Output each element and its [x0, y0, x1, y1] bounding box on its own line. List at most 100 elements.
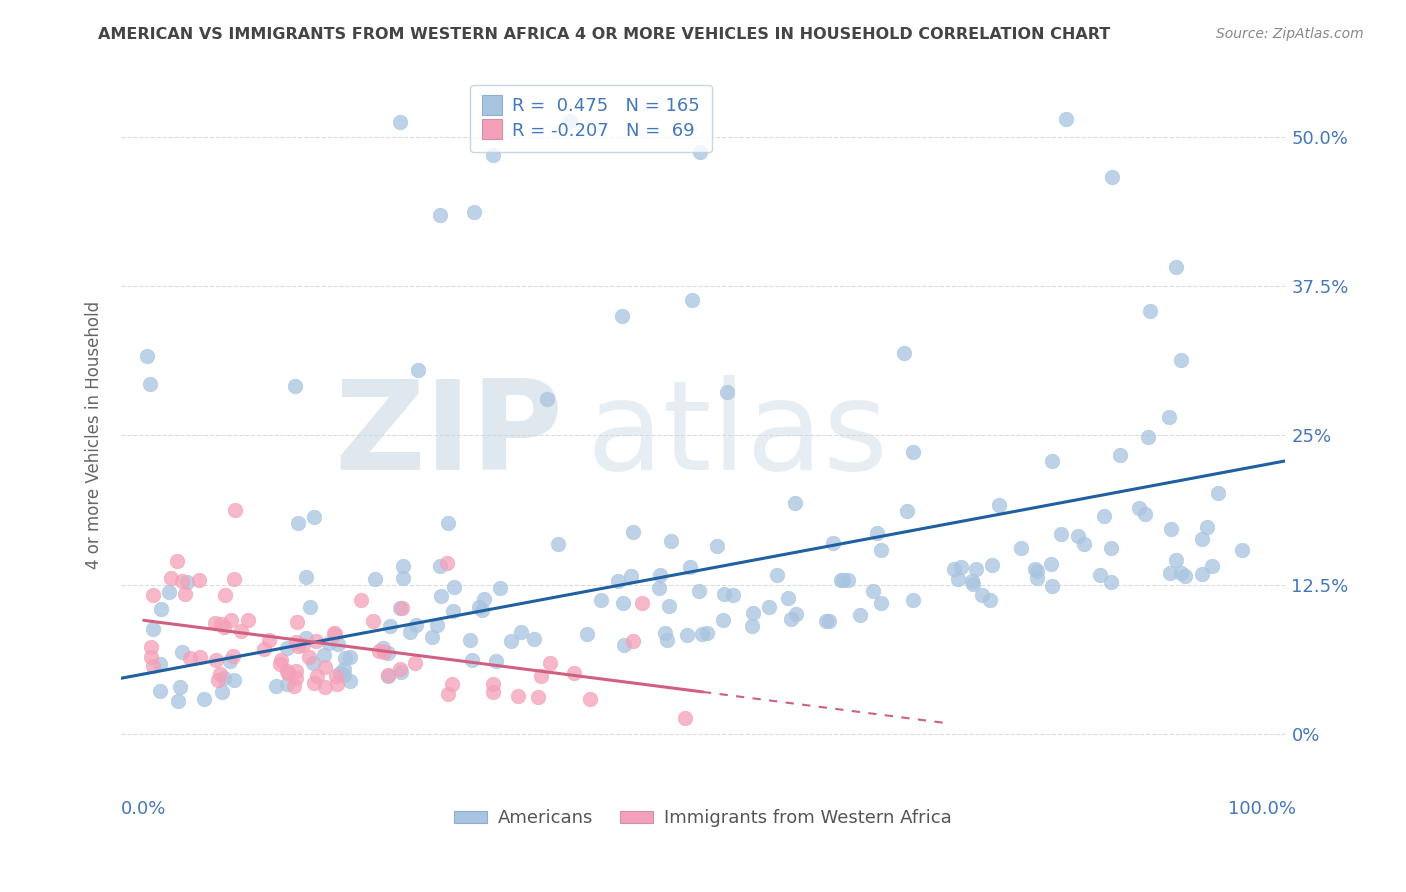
- Point: [903, 593, 925, 607]
- Point: [136, 350, 159, 364]
- Point: [287, 516, 309, 531]
- Point: [1039, 557, 1062, 571]
- Point: [482, 685, 505, 699]
- Point: [269, 657, 291, 671]
- Point: [325, 669, 347, 683]
- Point: [650, 567, 672, 582]
- Point: [654, 625, 676, 640]
- Point: [1054, 112, 1077, 126]
- Point: [284, 378, 307, 392]
- Point: [149, 602, 172, 616]
- Point: [312, 648, 335, 662]
- Point: [294, 570, 316, 584]
- Point: [870, 543, 893, 558]
- Point: [221, 613, 243, 627]
- Point: [536, 392, 558, 406]
- Point: [1170, 566, 1192, 581]
- Point: [270, 653, 292, 667]
- Point: [865, 526, 887, 541]
- Point: [285, 664, 308, 678]
- Point: [742, 606, 765, 620]
- Point: [214, 620, 236, 634]
- Point: [575, 627, 598, 641]
- Point: [1195, 520, 1218, 534]
- Point: [1099, 575, 1122, 590]
- Point: [149, 684, 172, 698]
- Point: [333, 668, 356, 682]
- Point: [377, 668, 399, 682]
- Point: [302, 509, 325, 524]
- Point: [166, 554, 188, 568]
- Point: [711, 613, 734, 627]
- Point: [837, 574, 859, 588]
- Point: [169, 680, 191, 694]
- Point: [392, 570, 415, 584]
- Point: [1040, 454, 1063, 468]
- Point: [1073, 537, 1095, 551]
- Point: [648, 582, 671, 596]
- Point: [141, 649, 163, 664]
- Point: [948, 572, 970, 586]
- Point: [659, 534, 682, 549]
- Text: AMERICAN VS IMMIGRANTS FROM WESTERN AFRICA 4 OR MORE VEHICLES IN HOUSEHOLD CORRE: AMERICAN VS IMMIGRANTS FROM WESTERN AFRI…: [98, 27, 1111, 42]
- Point: [1010, 541, 1032, 555]
- Point: [657, 633, 679, 648]
- Point: [314, 660, 336, 674]
- Point: [527, 690, 550, 705]
- Point: [287, 639, 309, 653]
- Point: [1067, 528, 1090, 542]
- Point: [785, 496, 807, 510]
- Point: [1201, 558, 1223, 573]
- Point: [436, 556, 458, 570]
- Point: [696, 626, 718, 640]
- Point: [741, 619, 763, 633]
- Point: [326, 676, 349, 690]
- Point: [776, 591, 799, 605]
- Point: [1026, 564, 1049, 578]
- Point: [621, 634, 644, 648]
- Point: [562, 666, 585, 681]
- Point: [862, 583, 884, 598]
- Point: [962, 577, 984, 591]
- Point: [219, 654, 242, 668]
- Point: [425, 618, 447, 632]
- Point: [157, 584, 180, 599]
- Point: [896, 504, 918, 518]
- Point: [631, 596, 654, 610]
- Point: [467, 600, 489, 615]
- Text: atlas: atlas: [586, 375, 889, 496]
- Y-axis label: 4 or more Vehicles in Household: 4 or more Vehicles in Household: [86, 301, 103, 569]
- Point: [1088, 567, 1111, 582]
- Point: [326, 637, 349, 651]
- Point: [482, 677, 505, 691]
- Point: [1160, 522, 1182, 536]
- Point: [960, 574, 983, 588]
- Point: [277, 665, 299, 680]
- Point: [193, 692, 215, 706]
- Point: [142, 622, 165, 636]
- Point: [818, 614, 841, 628]
- Point: [208, 666, 231, 681]
- Point: [460, 653, 482, 667]
- Point: [721, 589, 744, 603]
- Point: [547, 537, 569, 551]
- Point: [849, 607, 872, 622]
- Point: [405, 617, 427, 632]
- Point: [610, 309, 633, 323]
- Point: [406, 363, 429, 377]
- Point: [350, 593, 373, 607]
- Point: [1174, 569, 1197, 583]
- Point: [1101, 170, 1123, 185]
- Point: [579, 691, 602, 706]
- Point: [441, 604, 464, 618]
- Point: [285, 635, 308, 649]
- Point: [460, 633, 482, 648]
- Point: [166, 694, 188, 708]
- Point: [1191, 533, 1213, 547]
- Point: [758, 600, 780, 615]
- Point: [1136, 430, 1159, 444]
- Point: [1139, 304, 1161, 318]
- Point: [285, 671, 308, 685]
- Point: [318, 636, 340, 650]
- Point: [299, 600, 322, 615]
